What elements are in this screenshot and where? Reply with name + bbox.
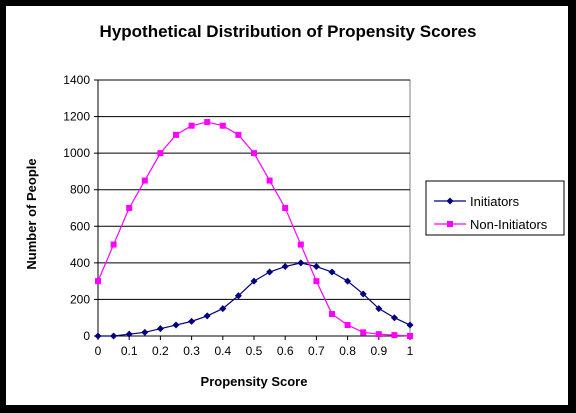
y-tick-label: 400	[70, 256, 90, 270]
data-point-initiators	[390, 314, 398, 322]
series-layer	[94, 119, 414, 340]
data-point-non-initiators	[329, 311, 335, 318]
data-point-non-initiators	[251, 150, 257, 157]
data-point-initiators	[266, 268, 274, 276]
data-point-initiators	[203, 312, 211, 320]
data-point-non-initiators	[344, 322, 351, 329]
data-point-initiators	[172, 321, 180, 329]
y-tick-label: 600	[70, 219, 90, 233]
x-tick-label: 0.2	[152, 344, 169, 358]
x-tick-label: 0.8	[339, 344, 356, 358]
plot-area	[97, 79, 411, 337]
y-tick-label: 200	[70, 292, 90, 306]
data-point-non-initiators	[110, 241, 117, 248]
data-point-non-initiators	[313, 278, 320, 285]
x-tick-label: 0.5	[246, 344, 263, 358]
y-axis-ticks: 0 200 400 600 800 1000 1200 1400	[63, 73, 98, 343]
legend-item-non-initiators: Non-Initiators	[434, 217, 548, 232]
y-tick-label: 1000	[63, 146, 90, 160]
y-tick-label: 800	[70, 183, 90, 197]
data-point-initiators	[125, 330, 133, 338]
data-point-non-initiators	[141, 177, 148, 184]
y-tick-label: 1400	[63, 73, 90, 87]
series-non-initiators	[95, 119, 413, 339]
data-point-non-initiators	[173, 131, 179, 138]
data-point-initiators	[328, 268, 336, 276]
legend-label-non-initiators: Non-Initiators	[470, 217, 548, 232]
data-point-non-initiators	[219, 122, 226, 129]
legend-marker-initiators	[446, 197, 454, 205]
chart-title: Hypothetical Distribution of Propensity …	[100, 22, 477, 41]
data-point-initiators	[312, 263, 320, 271]
legend-items: Initiators Non-Initiators	[434, 194, 548, 232]
x-tick-label: 0	[95, 344, 102, 358]
data-point-non-initiators	[360, 329, 367, 336]
data-point-initiators	[281, 263, 289, 271]
legend: Initiators Non-Initiators	[425, 180, 565, 236]
data-point-initiators	[359, 290, 367, 298]
data-point-initiators	[94, 332, 102, 340]
data-point-initiators	[219, 305, 227, 313]
data-point-non-initiators	[157, 150, 164, 157]
x-tick-label: 0.9	[370, 344, 387, 358]
x-axis-title: Propensity Score	[201, 374, 308, 389]
legend-marker-non-initiators	[447, 221, 453, 227]
x-tick-label: 1	[407, 344, 414, 358]
data-point-non-initiators	[391, 332, 398, 339]
x-tick-label: 0.6	[277, 344, 294, 358]
series-initiators	[94, 259, 414, 340]
x-tick-label: 0.3	[183, 344, 200, 358]
data-point-initiators	[234, 292, 242, 300]
data-point-non-initiators	[95, 278, 101, 285]
x-axis-ticks: 0 0.1 0.2 0.3 0.4 0.5 0.6 0.7 0.8 0.9 1	[95, 336, 414, 358]
chart: Hypothetical Distribution of Propensity …	[24, 22, 565, 389]
x-tick-label: 0.1	[121, 344, 138, 358]
y-axis-title: Number of People	[24, 158, 39, 269]
data-point-initiators	[141, 328, 149, 336]
data-point-initiators	[344, 277, 352, 285]
data-point-initiators	[406, 321, 414, 329]
data-point-non-initiators	[297, 241, 304, 248]
x-tick-label: 0.7	[308, 344, 325, 358]
data-point-initiators	[250, 277, 258, 285]
data-point-non-initiators	[126, 205, 133, 211]
data-point-initiators	[110, 332, 118, 340]
data-point-non-initiators	[188, 122, 195, 129]
y-tick-label: 1200	[63, 110, 90, 124]
y-tick-label: 0	[83, 329, 90, 343]
data-point-non-initiators	[204, 119, 211, 126]
data-point-non-initiators	[375, 331, 382, 338]
legend-label-initiators: Initiators	[470, 194, 520, 209]
data-point-non-initiators	[266, 177, 273, 184]
data-point-initiators	[156, 325, 164, 333]
data-point-non-initiators	[235, 131, 242, 138]
x-tick-label: 0.4	[214, 344, 231, 358]
legend-item-initiators: Initiators	[434, 194, 520, 209]
data-point-initiators	[297, 259, 305, 267]
data-point-initiators	[375, 305, 383, 313]
chart-frame: Hypothetical Distribution of Propensity …	[6, 6, 568, 405]
data-point-non-initiators	[407, 333, 413, 339]
data-point-initiators	[188, 317, 196, 325]
data-point-non-initiators	[282, 205, 289, 211]
